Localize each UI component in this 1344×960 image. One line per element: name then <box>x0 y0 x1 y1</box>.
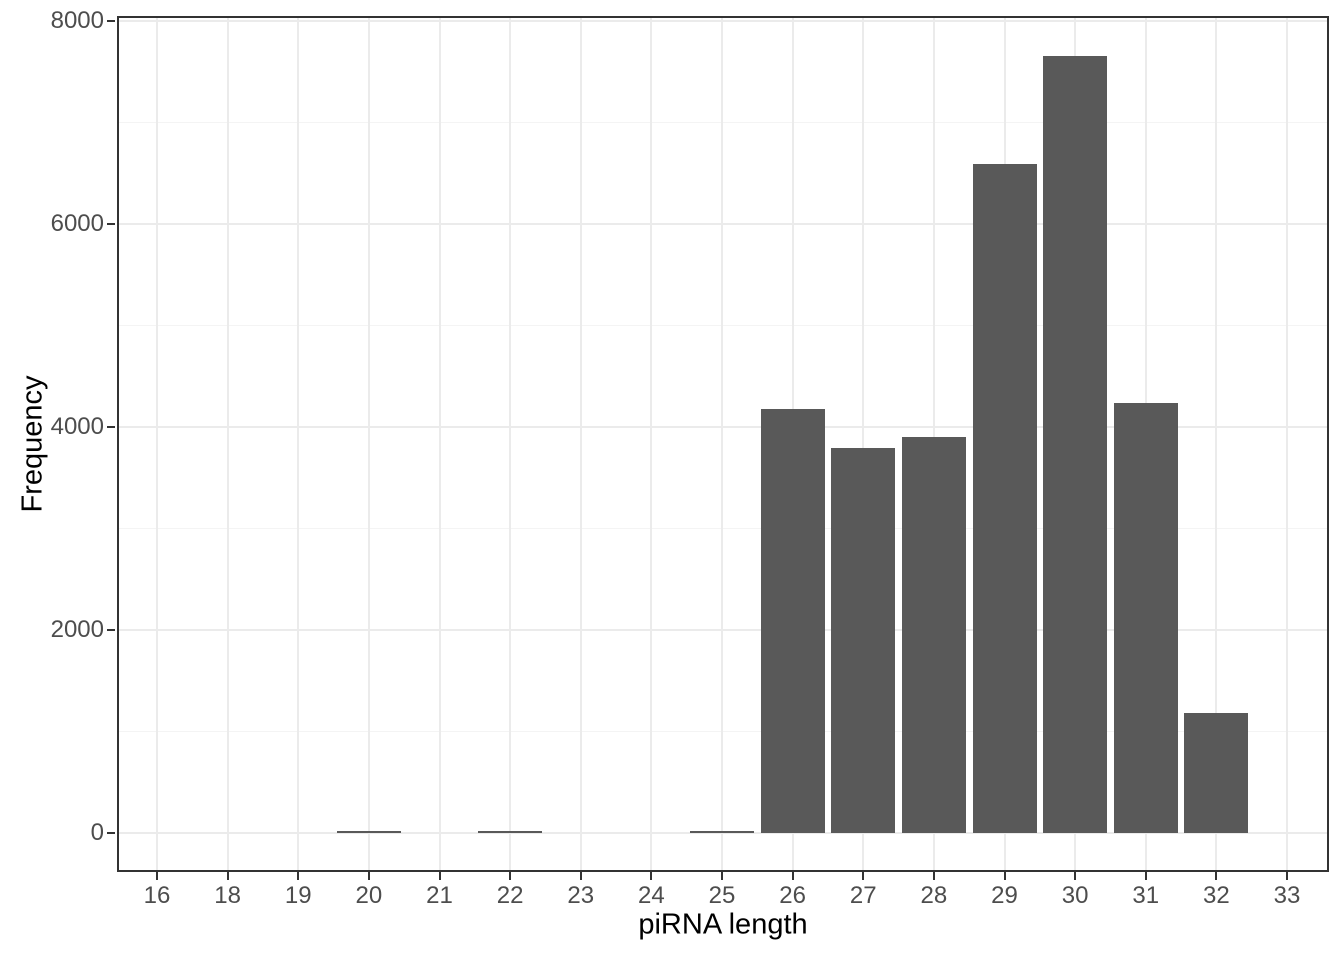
x-tick-label: 26 <box>779 882 806 909</box>
x-tick-label: 25 <box>708 882 736 909</box>
x-tick-label: 30 <box>1061 882 1089 909</box>
grid-major-y <box>117 223 1329 225</box>
x-tick-mark <box>721 872 723 880</box>
x-tick-mark <box>1074 872 1077 880</box>
histogram-bar <box>831 448 896 833</box>
histogram-bar <box>760 408 825 833</box>
grid-major-x <box>297 16 300 872</box>
x-tick-label: 18 <box>214 882 241 909</box>
plot-panel <box>117 16 1329 872</box>
x-tick-label: 20 <box>355 882 383 909</box>
x-tick-mark <box>791 872 794 880</box>
grid-major-x <box>579 16 582 872</box>
x-tick-mark <box>367 872 370 880</box>
y-tick-mark <box>107 832 115 834</box>
x-tick-mark <box>438 872 441 880</box>
histogram-bar <box>1113 402 1178 833</box>
y-tick-label: 6000 <box>50 210 104 237</box>
grid-major-x <box>1215 16 1218 872</box>
histogram-bar <box>1184 713 1249 833</box>
histogram-bar <box>690 831 754 833</box>
grid-major-y <box>117 832 1329 834</box>
x-tick-label: 19 <box>284 882 312 909</box>
y-tick-mark <box>107 426 115 428</box>
y-tick-label: 8000 <box>50 7 104 34</box>
grid-major-y <box>117 629 1329 631</box>
y-tick-label: 4000 <box>50 413 104 440</box>
grid-major-x <box>367 16 370 872</box>
x-tick-mark <box>156 872 158 880</box>
x-tick-mark <box>1215 872 1218 880</box>
x-tick-mark <box>509 872 512 880</box>
y-tick-label: 0 <box>90 819 104 846</box>
x-tick-mark <box>650 872 653 880</box>
x-tick-mark <box>297 872 300 880</box>
x-tick-mark <box>932 872 935 880</box>
histogram-bar <box>1043 55 1108 833</box>
grid-major-x <box>721 16 723 872</box>
grid-major-x <box>226 16 229 872</box>
y-tick-mark <box>107 629 115 631</box>
x-tick-label: 32 <box>1203 882 1230 909</box>
grid-minor-y <box>117 731 1329 732</box>
y-axis-title: Frequency <box>16 375 49 513</box>
x-tick-label: 24 <box>638 882 665 909</box>
grid-major-x <box>509 16 512 872</box>
grid-major-x <box>1286 16 1288 872</box>
y-tick-mark <box>107 223 115 225</box>
y-tick-label: 2000 <box>50 616 104 643</box>
histogram-bar <box>901 437 966 833</box>
histogram-bar <box>478 831 543 833</box>
x-tick-label: 31 <box>1132 882 1160 909</box>
x-tick-label: 16 <box>143 882 171 909</box>
x-tick-label: 27 <box>849 882 877 909</box>
x-tick-label: 33 <box>1273 882 1301 909</box>
grid-minor-y <box>117 325 1329 326</box>
x-tick-label: 28 <box>920 882 948 909</box>
grid-major-x <box>650 16 653 872</box>
grid-minor-y <box>117 122 1329 123</box>
x-tick-mark <box>862 872 865 880</box>
x-tick-mark <box>579 872 582 880</box>
y-tick-mark <box>107 20 115 22</box>
x-tick-label: 29 <box>991 882 1018 909</box>
grid-minor-y <box>117 528 1329 529</box>
x-tick-mark <box>226 872 229 880</box>
x-axis-title: piRNA length <box>638 908 808 941</box>
x-tick-label: 23 <box>567 882 595 909</box>
grid-major-x <box>438 16 441 872</box>
x-tick-mark <box>1286 872 1288 880</box>
histogram-bar <box>336 830 401 833</box>
grid-major-x <box>862 16 865 872</box>
x-tick-mark <box>1144 872 1147 880</box>
grid-major-x <box>156 16 158 872</box>
grid-major-y <box>117 426 1329 428</box>
grid-major-y <box>117 20 1329 22</box>
x-tick-mark <box>1003 872 1006 880</box>
histogram-bar <box>972 164 1037 833</box>
x-tick-label: 22 <box>496 882 524 909</box>
x-tick-label: 21 <box>426 882 453 909</box>
